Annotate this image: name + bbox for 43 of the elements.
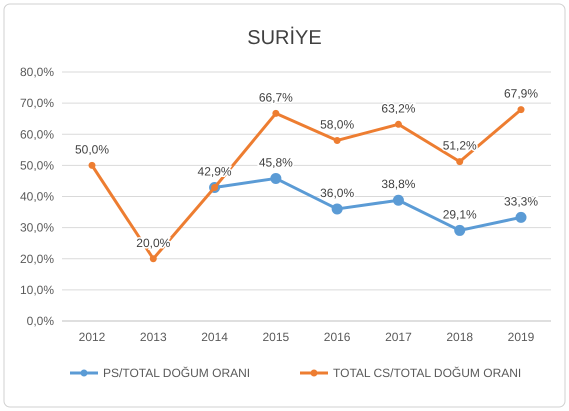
point xyxy=(272,110,280,117)
point xyxy=(270,172,282,184)
point xyxy=(456,158,464,166)
y-tick-label: 80,0% xyxy=(20,65,54,79)
data-label: 50,0% xyxy=(74,142,110,156)
data-label: 51,2% xyxy=(442,138,478,153)
y-tick-label: 30,0% xyxy=(20,220,54,235)
point xyxy=(332,203,343,214)
point xyxy=(516,212,526,223)
data-label: 36,0% xyxy=(320,186,354,200)
y-tick-label: 70,0% xyxy=(20,96,54,110)
x-tick-label: 2017 xyxy=(385,330,412,344)
y-tick-label: 50,0% xyxy=(20,158,54,172)
data-label: 67,9% xyxy=(504,86,538,101)
legend-label: TOTAL CS/TOTAL DOĞUM ORANI xyxy=(333,366,522,380)
y-tick-label: 60,0% xyxy=(20,127,54,142)
point xyxy=(518,106,524,114)
y-tick-label: 0,0% xyxy=(26,314,54,328)
x-tick-label: 2016 xyxy=(324,330,351,344)
data-label: 33,3% xyxy=(504,194,538,208)
y-tick-label: 40,0% xyxy=(20,190,54,204)
x-tick-label: 2013 xyxy=(140,330,167,344)
y-tick-label: 20,0% xyxy=(20,252,54,266)
chart-title: SURİYE xyxy=(247,26,322,49)
x-tick-label: 2015 xyxy=(262,330,290,344)
point xyxy=(392,194,404,206)
x-tick-label: 2019 xyxy=(508,330,535,344)
x-tick-label: 2014 xyxy=(201,330,228,344)
x-tick-label: 2018 xyxy=(446,330,474,344)
data-label: 38,8% xyxy=(381,177,416,192)
x-tick-label: 2012 xyxy=(78,330,106,344)
point xyxy=(394,120,402,128)
y-tick-label: 10,0% xyxy=(20,282,54,297)
legend-label: PS/TOTAL DOĞUM ORANI xyxy=(103,366,250,380)
data-label: 58,0% xyxy=(320,117,354,132)
data-label: 66,7% xyxy=(258,90,294,104)
point xyxy=(454,224,466,236)
point xyxy=(334,136,341,144)
data-label: 63,2% xyxy=(381,101,416,116)
point xyxy=(150,255,157,262)
data-label: 29,1% xyxy=(442,207,478,222)
data-label: 45,8% xyxy=(258,155,294,170)
point xyxy=(88,162,96,169)
